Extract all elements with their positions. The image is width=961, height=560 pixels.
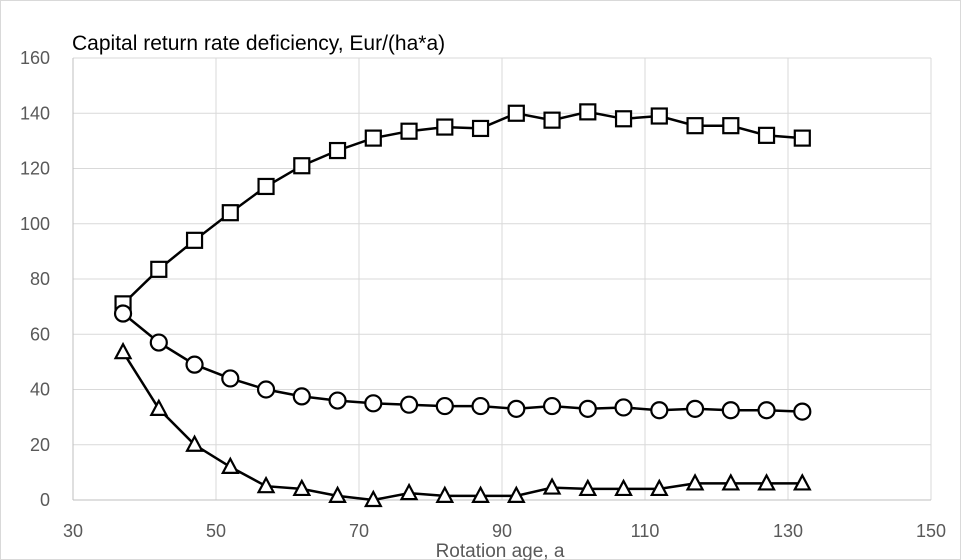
triangle-marker [542,477,562,495]
circle-marker [650,401,669,420]
circle-marker [149,333,168,352]
circle-marker [578,399,597,418]
triangle-marker [149,398,169,416]
circle-marker [793,402,812,421]
triangle-marker [292,478,312,497]
circle-marker [328,391,347,410]
tick-labels: 0 20 40 60 80 100 120 140 160 30 50 70 90 110 130 150 [20,48,946,541]
circle-marker [399,395,419,414]
triangle-marker [649,478,669,497]
y-tick-label: 140 [20,103,50,123]
square-marker [436,118,454,136]
triangle-marker [757,473,776,491]
triangle-marker [614,478,633,497]
chart-title: Capital return rate deficiency, Eur/(ha*… [72,32,445,55]
square-marker [150,260,168,278]
square-marker [364,129,382,147]
series-circle [113,304,812,421]
square-marker [400,122,418,140]
triangle-marker [399,482,419,501]
circle-marker [221,369,240,388]
square-marker [185,231,204,249]
y-tick-label: 80 [30,269,50,289]
circle-marker [185,355,204,374]
triangle-marker [220,456,240,474]
square-marker [650,107,668,125]
x-tick-label: 30 [63,521,83,541]
circle-marker [256,380,276,399]
y-tick-label: 120 [20,159,50,179]
triangle-marker [256,475,276,494]
triangle-marker [578,478,598,497]
x-tick-label: 130 [773,521,803,541]
circle-marker [685,399,705,418]
gridlines [73,57,932,500]
triangle-marker [506,485,526,503]
axes [72,58,931,501]
y-tick-label: 60 [30,324,50,344]
square-marker [686,117,704,135]
x-tick-label: 90 [492,521,512,541]
circle-marker [721,401,740,420]
circle-marker [507,399,526,418]
triangle-marker [113,341,133,360]
square-marker [328,141,347,160]
square-marker [471,119,490,138]
triangle-marker [685,473,705,491]
square-marker [722,117,740,135]
y-tick-label: 20 [30,435,50,455]
triangle-marker [792,473,812,491]
circle-marker [364,394,383,413]
x-axis-label: Rotation age, a [436,541,565,560]
y-tick-label: 160 [20,48,50,68]
circle-marker [542,396,562,416]
x-tick-label: 150 [916,521,946,541]
y-tick-label: 40 [30,380,50,400]
circle-marker [292,387,311,406]
square-marker [793,129,811,147]
square-marker [579,103,597,121]
circle-marker [757,401,776,420]
y-tick-label: 100 [20,214,50,234]
x-tick-label: 50 [206,521,226,541]
series-triangle [113,341,812,508]
square-marker [543,111,561,129]
series-group [113,103,812,508]
square-marker [221,204,239,222]
circle-marker [435,396,454,416]
square-marker [293,157,311,175]
x-tick-label: 70 [349,521,369,541]
square-marker [257,177,275,196]
circle-marker [113,304,133,323]
circle-marker [614,398,633,417]
square-marker [507,104,525,122]
x-tick-label: 110 [631,521,660,541]
square-marker [614,110,633,128]
triangle-marker [471,485,490,503]
y-tick-label: 0 [40,490,50,510]
series-square [114,103,811,313]
triangle-marker [328,485,347,503]
triangle-marker [363,489,383,508]
triangle-marker [721,473,741,491]
circle-marker [471,396,490,416]
square-marker [757,126,776,144]
triangle-marker [185,434,204,452]
triangle-marker [435,485,455,503]
